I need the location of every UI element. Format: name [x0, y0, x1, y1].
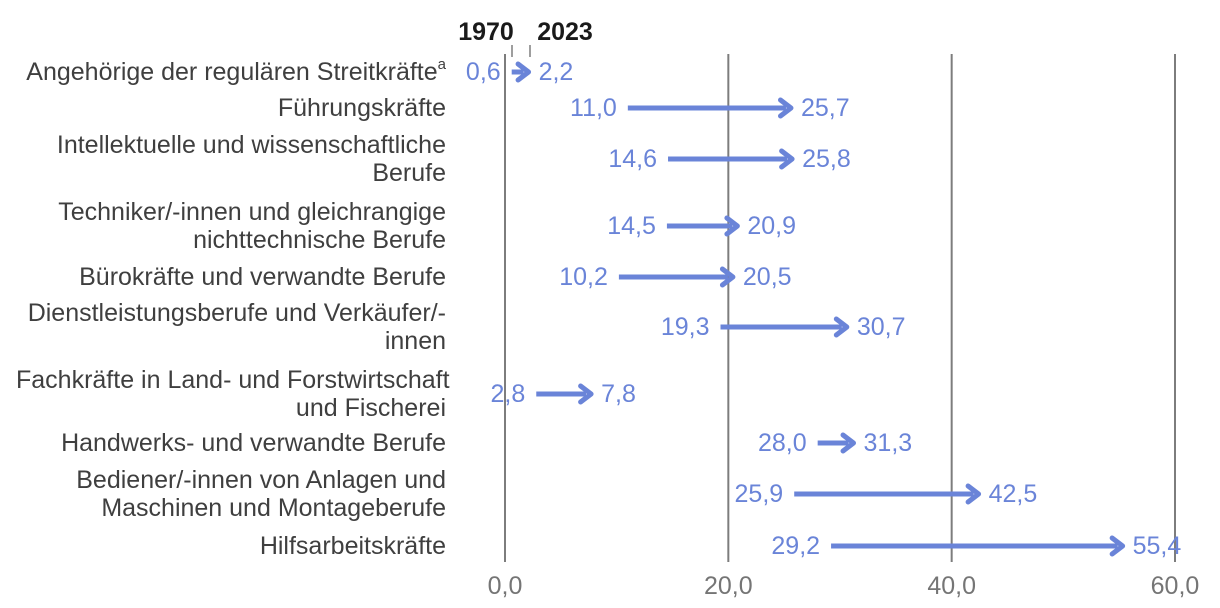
end-value-label: 30,7 [856, 313, 906, 341]
x-axis-tick-label: 20,0 [703, 572, 753, 600]
x-axis-tick-label: 40,0 [927, 572, 976, 600]
trend-arrow [817, 432, 857, 454]
category-label: Hilfsarbeitskräfte [259, 532, 446, 560]
trend-arrow [794, 483, 982, 505]
arrow-head-icon [1109, 535, 1126, 557]
end-value-label: 31,3 [863, 429, 913, 457]
start-value-label: 25,9 [734, 480, 784, 508]
end-value-label: 42,5 [988, 480, 1038, 508]
arrow-head-icon [724, 215, 740, 237]
start-value-label: 0,6 [465, 58, 501, 86]
category-label: Techniker/-innen und gleichrangige nichtt… [58, 198, 446, 254]
start-value-label: 10,2 [559, 263, 608, 291]
leader-tick [528, 45, 531, 57]
end-value-label: 7,8 [601, 380, 636, 408]
arrow-head-icon [833, 316, 850, 338]
x-axis-tick-label: 60,0 [1150, 572, 1200, 600]
trend-arrow [831, 535, 1126, 557]
arrow-head-icon [840, 432, 857, 454]
trend-arrow [720, 316, 850, 338]
arrow-head-icon [965, 483, 982, 505]
trend-arrow [511, 61, 532, 83]
trend-arrow [618, 266, 736, 288]
category-label: Intellektuelle und wissenschaftliche Beru… [56, 131, 446, 187]
trend-arrow [668, 148, 795, 170]
trend-arrow [627, 97, 794, 119]
end-value-label: 2,2 [538, 58, 574, 86]
end-value-label: 25,7 [800, 94, 850, 122]
category-label: Handwerks- und verwandte Berufe [61, 429, 446, 457]
start-value-label: 14,6 [608, 145, 658, 173]
trend-arrow [536, 383, 594, 405]
end-value-label: 20,9 [747, 212, 797, 240]
year-end-label: 2023 [537, 18, 593, 46]
arrow-head-icon [515, 61, 532, 83]
end-value-label: 25,8 [802, 145, 851, 173]
category-label: Dienstleistungsberufe und Verkäufer/- inn… [27, 299, 446, 355]
end-value-label: 20,5 [742, 263, 792, 291]
start-value-label: 28,0 [757, 429, 807, 457]
category-label: Fachkräfte in Land- und Forstwirtschaft u… [16, 366, 450, 422]
start-value-label: 2,8 [490, 380, 526, 408]
leader-tick [510, 45, 513, 57]
arrow-head-icon [779, 148, 795, 170]
start-value-label: 19,3 [660, 313, 710, 341]
start-value-label: 11,0 [570, 94, 617, 122]
trend-arrow [666, 215, 740, 237]
start-value-label: 14,5 [607, 212, 656, 240]
footnote-marker: a [437, 55, 446, 73]
category-label: Bürokräfte und verwandte Berufe [79, 263, 446, 291]
arrow-head-icon [719, 266, 736, 288]
category-label: Angehörige der regulären Streitkräftea [26, 55, 446, 86]
arrow-head-icon [578, 383, 594, 405]
arrow-head-icon [777, 97, 794, 119]
category-label: Führungskräfte [277, 94, 446, 122]
category-label: Bediener/-innen von Anlagen und Maschinen… [76, 466, 446, 522]
x-axis-tick-label: 0,0 [487, 572, 523, 600]
year-start-label: 1970 [458, 18, 514, 46]
end-value-label: 55,4 [1132, 532, 1182, 560]
start-value-label: 29,2 [771, 532, 821, 560]
